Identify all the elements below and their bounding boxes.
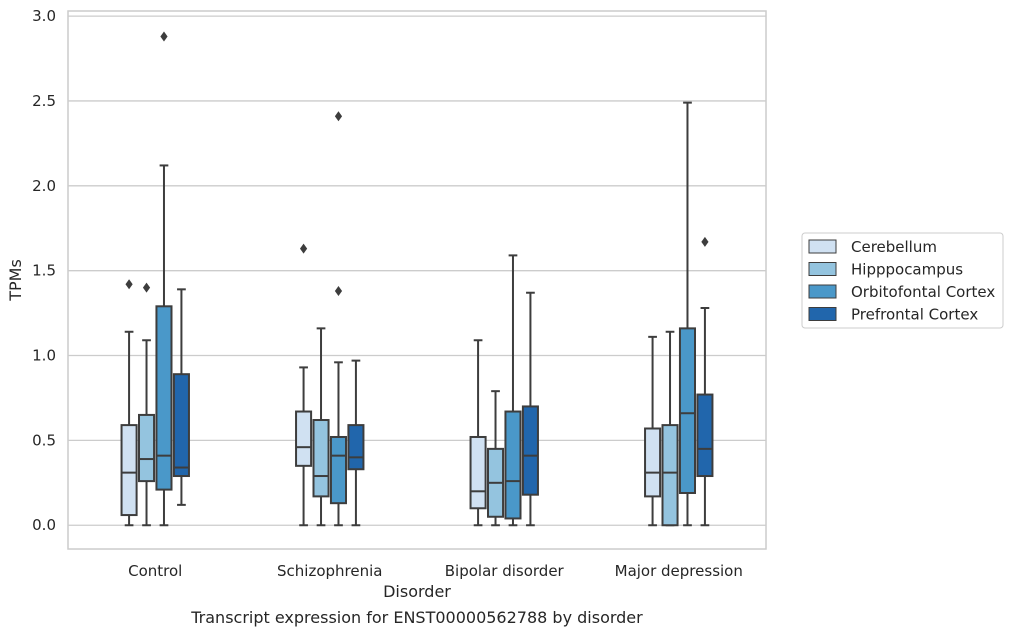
y-tick-label: 0.5 — [32, 431, 56, 449]
legend-frame — [801, 232, 1004, 329]
legend-swatch — [808, 284, 837, 299]
box-4-2 — [347, 359, 365, 527]
plot-frame — [67, 10, 767, 550]
legend-label: Hipppocampus — [851, 261, 963, 279]
box-4-1 — [172, 288, 190, 506]
box-iqr — [521, 405, 539, 496]
legend-swatch — [808, 239, 837, 254]
x-tick-label: Control — [128, 562, 182, 580]
box-iqr — [644, 427, 662, 498]
box-iqr — [661, 424, 679, 527]
box-3-4 — [678, 101, 697, 527]
y-tick-label: 1.5 — [32, 262, 56, 280]
box-iqr — [155, 305, 173, 491]
x-tick-labels: Control Schizophrenia Bipolar disorder Majo… — [128, 562, 743, 580]
box-1-4 — [644, 335, 662, 527]
y-tick-labels: 0.0 0.5 1.0 1.5 2.0 2.5 3.0 — [32, 7, 56, 534]
box-iqr — [312, 419, 330, 498]
box-iqr — [172, 373, 190, 478]
box-iqr — [678, 327, 697, 494]
box-iqr — [120, 424, 138, 517]
legend-items: Cerebellum Hipppocampus Orbitofontal Corte… — [808, 238, 995, 324]
box-1-1 — [120, 279, 138, 527]
box-iqr — [504, 410, 522, 520]
legend: Cerebellum Hipppocampus Orbitofontal Corte… — [801, 232, 1004, 329]
box-iqr — [138, 413, 156, 483]
box-iqr — [347, 424, 365, 471]
box-2-1 — [138, 282, 156, 527]
x-tick-label: Schizophrenia — [277, 562, 382, 580]
legend-swatch — [808, 262, 837, 276]
legend-label: Orbitofontal Cortex — [851, 283, 995, 301]
outlier-marker — [125, 279, 133, 290]
box-3-3 — [504, 254, 522, 527]
box-1-3 — [469, 339, 487, 527]
outlier-marker — [299, 243, 308, 254]
y-tick-label: 3.0 — [32, 7, 56, 25]
outlier-marker — [142, 282, 151, 293]
box-iqr — [329, 435, 348, 505]
box-iqr — [469, 435, 487, 510]
y-tick-label: 1.0 — [32, 347, 56, 365]
box-iqr — [696, 393, 714, 478]
box-2-4 — [661, 330, 679, 527]
legend-label: Prefrontal Cortex — [851, 306, 978, 324]
box-2-2 — [312, 327, 330, 527]
chart-caption: Transcript expression for ENST0000056278… — [190, 608, 643, 627]
x-tick-label: Major depression — [615, 562, 743, 580]
outlier-marker — [701, 236, 709, 247]
x-tick-label: Bipolar disorder — [445, 562, 565, 580]
box-3-2 — [329, 111, 348, 527]
y-tick-label: 2.5 — [32, 92, 56, 110]
outlier-marker — [334, 111, 343, 122]
box-3-1 — [155, 31, 173, 527]
y-tick-label: 2.0 — [32, 177, 56, 195]
gridlines — [68, 15, 766, 526]
box-4-4 — [696, 236, 714, 527]
outlier-marker — [334, 286, 343, 297]
box-iqr — [295, 410, 313, 467]
x-axis-title: Disorder — [383, 582, 451, 601]
legend-swatch — [808, 307, 837, 321]
boxes-layer — [120, 31, 714, 527]
box-1-2 — [295, 243, 313, 527]
box-4-3 — [521, 291, 539, 527]
y-axis-title: TPMs — [6, 259, 25, 302]
legend-label: Cerebellum — [851, 238, 937, 256]
box-2-3 — [487, 390, 505, 527]
outlier-marker — [160, 31, 168, 42]
y-tick-label: 0.0 — [32, 516, 56, 534]
